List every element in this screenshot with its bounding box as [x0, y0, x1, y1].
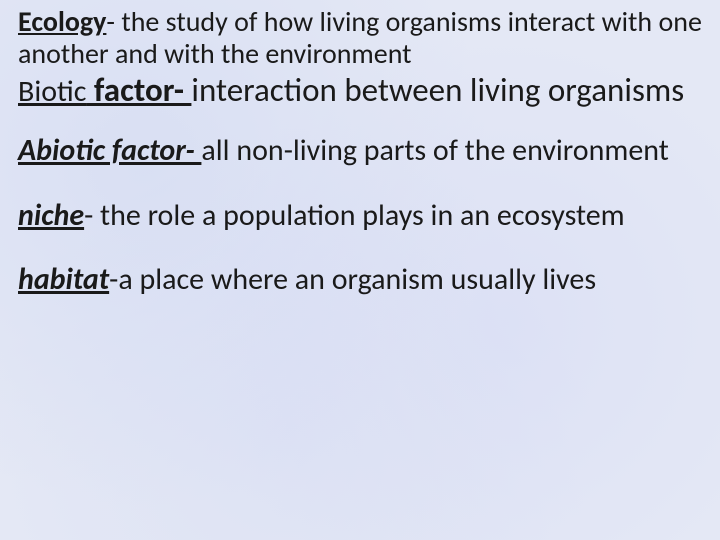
term-niche: niche — [18, 197, 84, 234]
definition-ecology: Ecology- the study of how living organis… — [18, 6, 702, 70]
term-biotic-part1: Biotic — [18, 73, 86, 110]
definition-habitat: habitat-a place where an organism usuall… — [18, 263, 702, 298]
term-habitat: habitat — [18, 261, 109, 298]
term-ecology: Ecology — [18, 4, 106, 39]
definition-biotic: Biotic factor- interaction between livin… — [18, 72, 702, 110]
term-biotic-part2: factor- — [86, 70, 191, 110]
body-habitat: -a place where an organism usually lives — [109, 261, 596, 298]
term-abiotic: Abiotic factor- — [18, 132, 201, 169]
body-biotic: interaction between living organisms — [191, 70, 684, 110]
body-niche: - the role a population plays in an ecos… — [84, 197, 625, 234]
body-ecology: - the study of how living organisms inte… — [18, 4, 702, 71]
definition-abiotic: Abiotic factor- all non-living parts of … — [18, 134, 702, 169]
definition-niche: niche- the role a population plays in an… — [18, 199, 702, 234]
body-abiotic: all non-living parts of the environment — [201, 132, 668, 169]
